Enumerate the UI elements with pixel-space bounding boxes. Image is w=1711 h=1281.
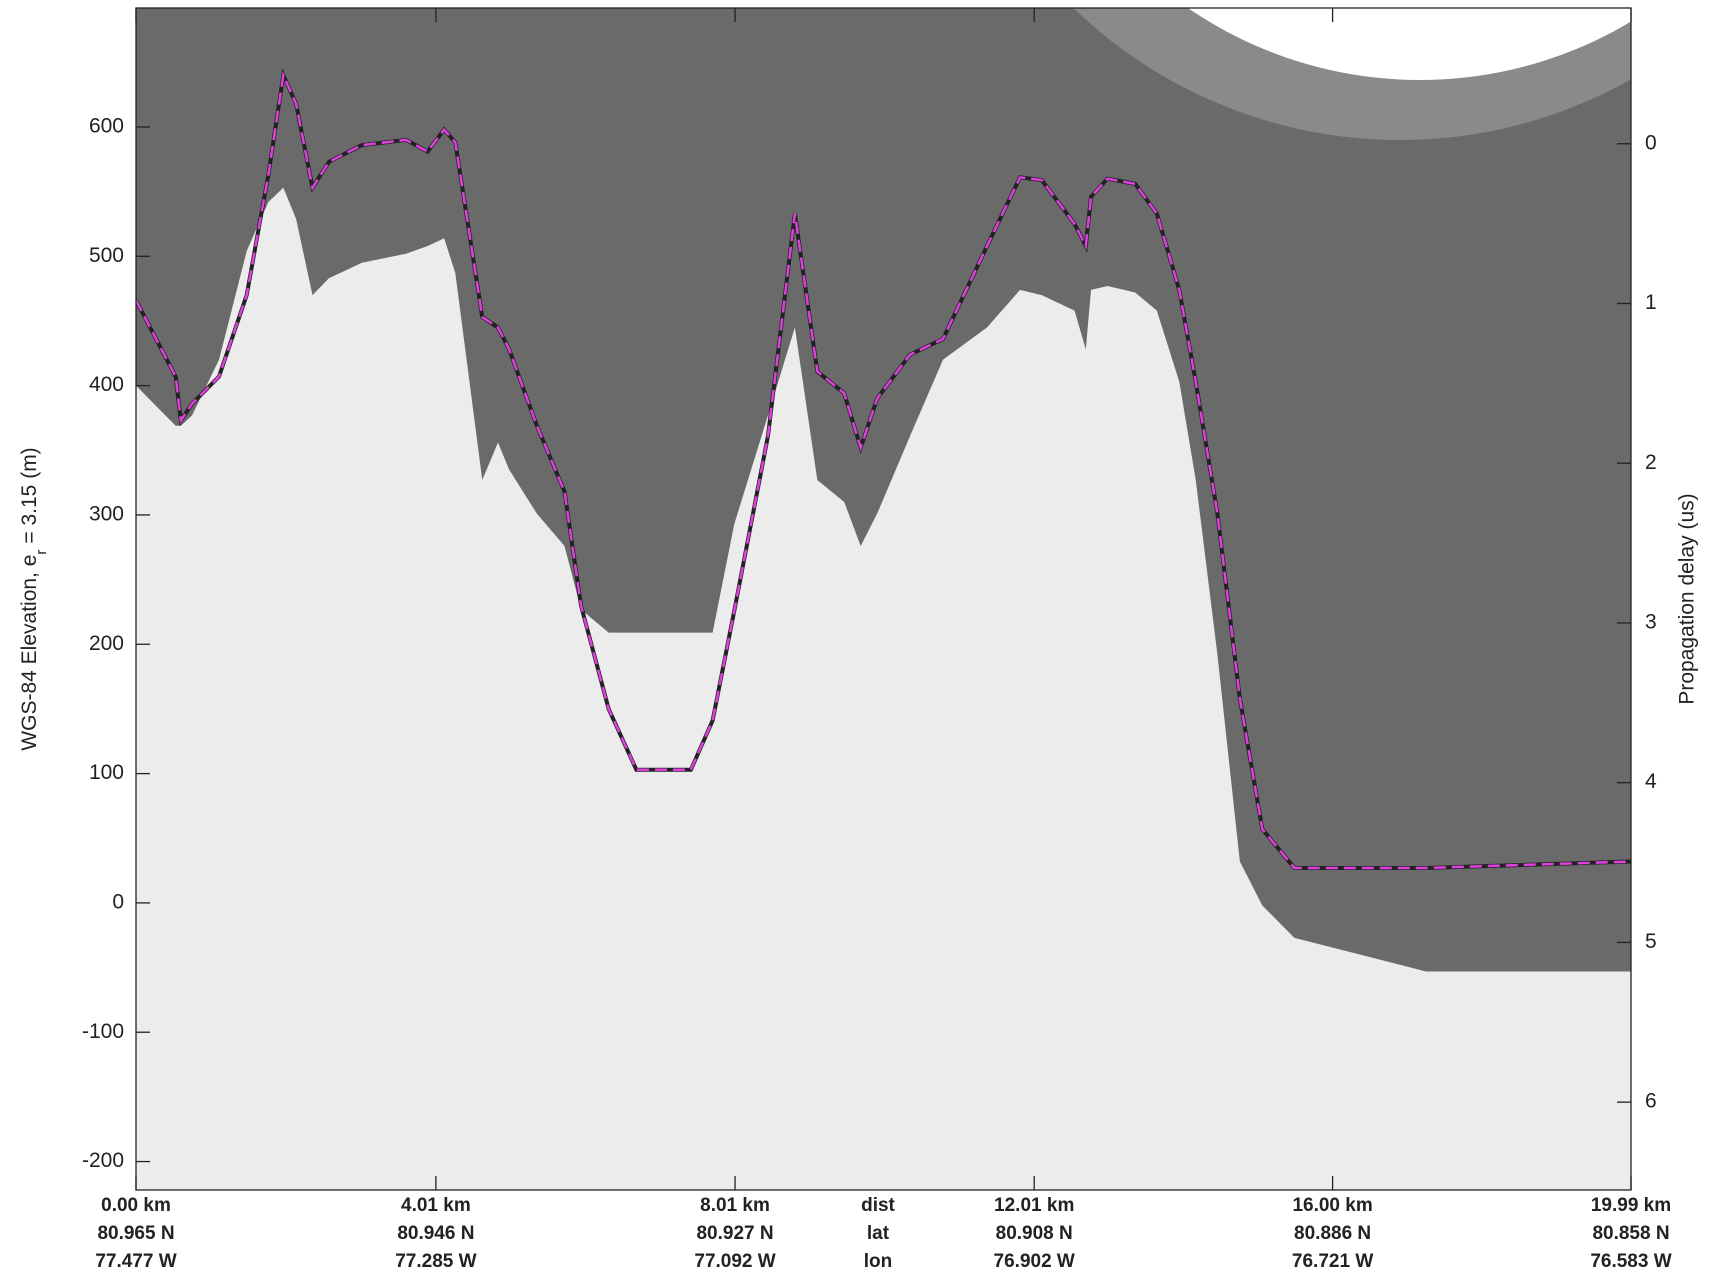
- x-tick-label: 4.01 km: [401, 1195, 471, 1216]
- x-tick-lat: 80.927 N: [696, 1223, 773, 1244]
- y2-tick-label: 6: [1645, 1090, 1657, 1113]
- y-axis-label-subscript: r: [33, 550, 50, 555]
- y2-tick-label: 0: [1645, 131, 1657, 154]
- x-tick-lat: 80.858 N: [1592, 1223, 1669, 1244]
- y-tick-label: 600: [89, 115, 124, 138]
- surface-line: [136, 70, 1631, 870]
- y-tick-label: 400: [89, 373, 124, 396]
- y-tick-label: -100: [82, 1020, 124, 1043]
- x-tick-lon: 76.721 W: [1292, 1251, 1373, 1272]
- x-tick-label: 8.01 km: [700, 1195, 770, 1216]
- y-tick-label: 100: [89, 761, 124, 784]
- plot-frame: [135, 7, 1632, 1191]
- x-row-label: lat: [867, 1223, 890, 1244]
- y-tick-label: 200: [89, 632, 124, 655]
- y-tick-label: 0: [112, 890, 124, 913]
- x-tick-label: 19.99 km: [1591, 1195, 1671, 1216]
- x-tick-lon: 76.902 W: [994, 1251, 1075, 1272]
- x-tick-lat: 80.965 N: [97, 1223, 174, 1244]
- x-tick-label: 0.00 km: [101, 1195, 171, 1216]
- x-tick-lon: 76.583 W: [1590, 1251, 1671, 1272]
- x-tick-lon: 77.092 W: [694, 1251, 775, 1272]
- y2-tick-label: 1: [1645, 291, 1657, 314]
- y2-axis-label: Propagation delay (us): [1676, 493, 1699, 704]
- y-tick-label: 500: [89, 244, 124, 267]
- y-axis-label: WGS-84 Elevation, er = 3.15 (m): [18, 447, 50, 750]
- x-tick-lon: 77.285 W: [395, 1251, 476, 1272]
- x-tick-lat: 80.908 N: [996, 1223, 1073, 1244]
- x-tick-lat: 80.946 N: [397, 1223, 474, 1244]
- plot-area: [136, 68, 1631, 1190]
- x-tick-label: 12.01 km: [994, 1195, 1074, 1216]
- y2-tick-label: 2: [1645, 451, 1657, 474]
- y-axis-label-part: = 3.15 (m): [18, 447, 41, 543]
- y-tick-label: -200: [82, 1149, 124, 1172]
- y2-tick-label: 4: [1645, 770, 1657, 793]
- y2-tick-label: 5: [1645, 930, 1657, 953]
- y-axis-label-part: WGS-84 Elevation, e: [18, 555, 41, 751]
- x-tick-lat: 80.886 N: [1294, 1223, 1371, 1244]
- y-tick-label: 300: [89, 502, 124, 525]
- x-tick-lon: 77.477 W: [95, 1251, 176, 1272]
- x-row-label: lon: [864, 1251, 893, 1272]
- x-row-label: dist: [861, 1195, 895, 1216]
- bed-echo-area: [136, 187, 1631, 1190]
- x-tick-label: 16.00 km: [1292, 1195, 1372, 1216]
- y2-tick-label: 3: [1645, 611, 1657, 634]
- multiple-echo-arcs: [1073, 8, 1631, 140]
